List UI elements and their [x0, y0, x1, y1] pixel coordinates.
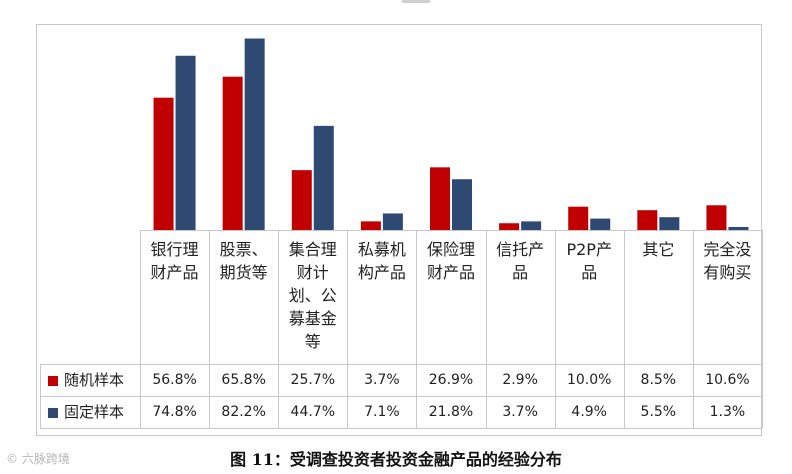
- bar-random-0: [153, 97, 174, 230]
- legend-entry: 固定样本: [40, 397, 124, 427]
- data-label: 4.9%: [571, 404, 607, 420]
- bar-random-3: [360, 221, 381, 230]
- legend-swatch: [48, 407, 58, 418]
- table-col-border: [624, 230, 625, 428]
- data-label: 3.7%: [364, 372, 400, 388]
- category-label: 其它: [642, 240, 675, 259]
- bar-random-4: [430, 167, 450, 230]
- data-label: 1.3%: [709, 404, 746, 420]
- category-label: 保险理 财产品: [426, 240, 475, 282]
- data-label: 65.8%: [221, 372, 266, 388]
- category-label: 集合理 财计 划、公 募基金 等: [288, 240, 337, 351]
- bar-fixed-0: [175, 55, 196, 230]
- data-label: 26.9%: [428, 372, 474, 388]
- table-row-border: [40, 364, 762, 365]
- plot-area: [140, 24, 762, 230]
- data-label: 82.2%: [221, 404, 266, 420]
- table-col-border: [486, 230, 487, 428]
- data-label: 10.6%: [705, 372, 750, 388]
- bar-fixed-6: [590, 218, 611, 230]
- bar-fixed-7: [659, 217, 680, 230]
- data-label: 3.7%: [502, 404, 538, 420]
- bar-fixed-1: [244, 38, 265, 230]
- table-col-border: [140, 230, 141, 428]
- bar-random-6: [568, 206, 589, 230]
- bar-fixed-3: [382, 213, 403, 230]
- bar-random-7: [637, 210, 658, 230]
- bar-chart: [153, 38, 749, 230]
- bar-fixed-4: [452, 179, 472, 230]
- legend-label: 随机样本: [64, 371, 125, 389]
- table-row-border: [40, 428, 762, 429]
- bar-random-2: [291, 170, 312, 230]
- table-col-border: [278, 230, 279, 428]
- table-col-border: [347, 230, 348, 428]
- table-col-border: [416, 230, 417, 428]
- top-marker: [402, 0, 430, 3]
- legend-swatch: [48, 375, 58, 386]
- category-label: 私募机 构产品: [357, 240, 406, 282]
- bar-fixed-5: [521, 221, 542, 230]
- bar-fixed-8: [728, 226, 749, 230]
- data-label: 25.7%: [290, 372, 336, 388]
- watermark-logo: © 六脉跨境: [6, 452, 70, 466]
- bar-random-8: [706, 205, 727, 230]
- category-label: 信托产 品: [496, 240, 545, 282]
- bar-fixed-2: [313, 125, 334, 230]
- data-label: 5.5%: [640, 404, 677, 420]
- category-label: 银行理 财产品: [150, 240, 199, 282]
- category-label: 完全没 有购买: [703, 240, 752, 282]
- data-label: 44.7%: [290, 404, 336, 420]
- data-label: 74.8%: [152, 404, 197, 420]
- legend-label: 固定样本: [64, 403, 125, 421]
- bar-random-1: [222, 76, 243, 230]
- data-label: 21.8%: [428, 404, 474, 420]
- table-top-border: [140, 230, 762, 231]
- table-col-border: [762, 230, 763, 428]
- data-label: 56.8%: [152, 372, 197, 388]
- data-label: 8.5%: [640, 372, 677, 388]
- table-col-border: [555, 230, 556, 428]
- table-col-border: [40, 364, 41, 428]
- table-col-border: [209, 230, 210, 428]
- table-row-border: [40, 396, 762, 397]
- bar-random-5: [499, 223, 520, 230]
- legend-entry: 随机样本: [40, 365, 124, 395]
- figure-caption: 图 11：受调查投资者投资金融产品的经验分布: [230, 450, 562, 469]
- category-label: P2P产 品: [566, 240, 612, 282]
- table-col-border: [693, 230, 694, 428]
- data-label: 7.1%: [364, 404, 400, 420]
- data-label: 2.9%: [502, 372, 538, 388]
- data-label: 10.0%: [566, 372, 612, 388]
- category-label: 股票、 期货等: [219, 240, 268, 282]
